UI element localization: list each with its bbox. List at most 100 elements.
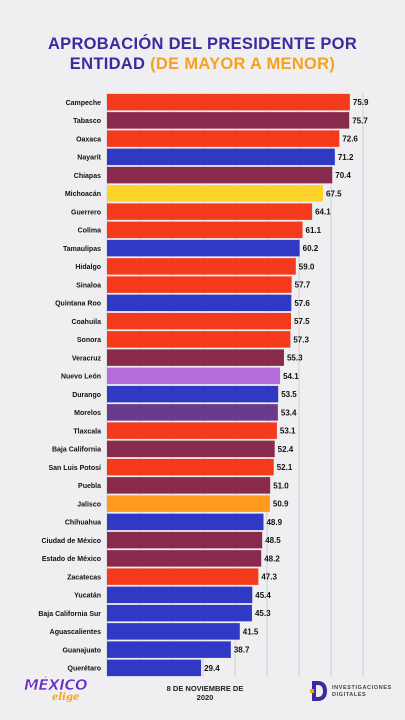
category-label: Baja California Sur [38,611,101,618]
category-label: Zacatecas [67,574,101,581]
category-label: Tlaxcala [73,428,101,435]
category-label: Colima [78,228,101,235]
bar [107,312,291,330]
category-label: Puebla [78,483,101,490]
bar [107,203,313,220]
category-label: Guanajuato [62,647,101,654]
category-label: Yucatán [74,593,101,600]
category-label: Sinaloa [76,282,101,289]
category-label: Morelos [74,410,101,417]
category-label: Tabasco [73,118,101,125]
date-line-2: 2020 [196,693,214,702]
category-label: Oaxaca [76,136,101,143]
category-label: Guerrero [71,209,101,216]
category-label: Nayarit [77,155,101,162]
value-label: 53.5 [281,390,297,399]
category-label: Veracruz [72,355,102,362]
category-label: Nuevo León [61,374,101,381]
bar [107,385,279,403]
value-label: 41.5 [243,627,259,636]
bar [107,404,278,421]
value-label: 52.1 [277,463,293,472]
brand-line-1: INVESTIGACIONES [332,685,392,691]
value-label: 67.5 [326,189,342,198]
bar [107,130,340,147]
value-label: 61.1 [306,226,322,235]
title-entidad: ENTIDAD [69,55,146,73]
category-label: Jalisco [77,501,101,508]
value-label: 48.5 [265,536,281,545]
category-label: San Luis Potosí [48,465,102,472]
logo-sub-text: elige [52,692,80,703]
value-label: 57.7 [295,281,311,290]
investigaciones-digitales-logo: INVESTIGACIONES DIGITALES [310,680,400,704]
value-label: 75.9 [353,98,369,107]
value-label: 53.1 [280,427,296,436]
category-label: Quintana Roo [55,301,101,308]
brand-text: INVESTIGACIONES DIGITALES [332,685,392,699]
category-label: Chihuahua [65,520,101,527]
value-label: 54.1 [283,372,299,381]
value-label: 38.7 [234,646,250,655]
category-label: Baja California [52,447,101,454]
bar [107,331,291,348]
category-label: Estado de México [42,556,101,563]
title-line-1: APROBACIÓN DEL PRESIDENTE POR [47,35,358,53]
category-label: Aguascalientes [50,629,101,636]
publication-date: 8 DE NOVIEMBRE DE 2020 [150,684,260,702]
category-label: Querétaro [68,666,101,673]
value-label: 71.2 [338,153,354,162]
category-label: Michoacán [65,191,101,198]
bar [107,349,284,366]
bar [107,531,263,549]
bar [107,477,271,494]
bar [107,221,303,239]
value-label: 48.2 [264,554,280,563]
bar [107,148,335,166]
category-label: Sonora [77,337,101,344]
value-label: 75.7 [352,116,368,125]
bar [107,568,259,585]
bar [107,641,231,658]
bar [107,239,300,257]
bar [107,258,296,275]
value-label: 50.9 [273,500,289,509]
bar [107,422,277,439]
value-label: 55.3 [287,354,303,363]
category-label: Ciudad de México [41,538,101,545]
bar [107,586,253,604]
bar-chart: 01020304050607080Campeche75.9Tabasco75.7… [38,93,369,677]
value-label: 57.3 [293,335,309,344]
logo-main-text: MÉXICO [24,676,88,695]
bar [107,276,292,293]
title-line-2: ENTIDAD (DE MAYOR A MENOR) [0,54,405,74]
value-label: 47.3 [261,573,277,582]
value-label: 59.0 [299,262,315,271]
date-line-1: 8 DE NOVIEMBRE DE [166,684,244,693]
bar [107,112,350,129]
category-label: Campeche [66,100,102,107]
bar [107,458,274,476]
value-label: 53.4 [281,408,297,417]
value-label: 52.4 [278,445,294,454]
mexico-elige-logo: MÉXICO elige [24,676,100,706]
value-label: 51.0 [273,481,289,490]
value-label: 45.4 [255,591,271,600]
title-accent: (DE MAYOR A MENOR) [150,55,336,73]
bar [107,550,262,567]
bar [107,166,333,184]
category-label: Coahuila [71,319,101,326]
category-label: Chiapas [74,173,101,180]
bar [107,495,270,512]
bar [107,604,252,622]
value-label: 60.2 [303,244,319,253]
category-label: Tamaulipas [63,246,101,253]
category-label: Hidalgo [75,264,101,271]
value-label: 72.6 [342,135,358,144]
chart-title: APROBACIÓN DEL PRESIDENTE POR ENTIDAD (D… [0,34,405,74]
category-label: Durango [72,392,101,399]
value-label: 70.4 [335,171,351,180]
value-label: 57.6 [294,299,310,308]
value-label: 64.1 [315,208,331,217]
bar [107,367,281,385]
